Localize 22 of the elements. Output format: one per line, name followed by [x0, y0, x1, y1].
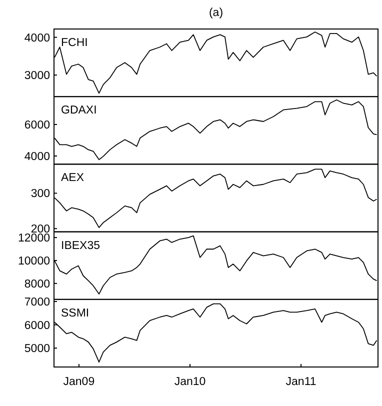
x-tick-label: Jan11 [286, 376, 316, 388]
series-label: IBEX35 [61, 240, 100, 252]
y-tick-label: 7000 [24, 296, 50, 309]
chart-title: (a) [208, 7, 224, 19]
series-label: GDAXI [61, 104, 97, 117]
line-series [54, 99, 378, 160]
y-tick-label: 6000 [24, 320, 50, 332]
x-tick-label: Jan09 [63, 376, 95, 388]
y-tick-label: 3000 [24, 70, 50, 82]
series-label: SSMI [61, 307, 90, 320]
y-tick-label: 10000 [18, 256, 50, 268]
series-label: AEX [61, 172, 84, 184]
y-tick-label: 4000 [24, 32, 50, 44]
y-tick-label: 8000 [24, 278, 50, 290]
line-series [54, 32, 378, 94]
series-label: FCHI [61, 37, 88, 49]
y-tick-label: 4000 [24, 151, 50, 164]
y-tick-label: 300 [30, 188, 50, 200]
x-tick-label: Jan10 [174, 376, 206, 388]
y-tick-label: 5000 [24, 343, 50, 356]
y-tick-label: 12000 [18, 232, 50, 245]
y-tick-label: 6000 [24, 120, 50, 132]
